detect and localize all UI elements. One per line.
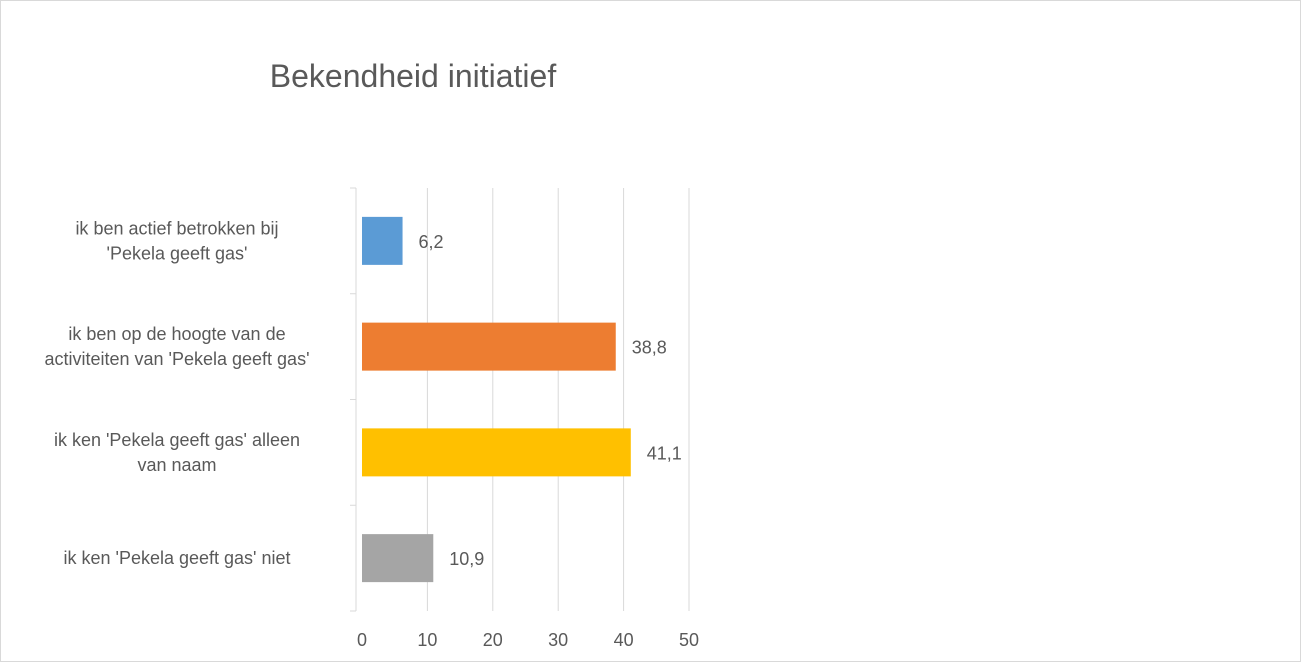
category-labels: ik ben actief betrokken bij 'Pekela geeft… [44, 218, 309, 568]
x-tick-label: 40 [614, 630, 634, 650]
bar [362, 534, 434, 583]
data-label: 6,2 [419, 232, 444, 252]
data-labels: 6,2 38,8 41,1 10,9 [419, 232, 682, 569]
x-tick-label: 20 [483, 630, 503, 650]
category-label: ik ken 'Pekela geeft gas' niet [63, 548, 290, 568]
bars [362, 216, 631, 583]
x-tick-labels: 0 10 20 30 40 50 [357, 630, 699, 650]
x-tick-label: 0 [357, 630, 367, 650]
category-label: ik ben op de hoogte van de activiteiten v… [44, 324, 309, 369]
chart-title: Bekendheid initiatief [270, 58, 557, 94]
x-tick-label: 30 [548, 630, 568, 650]
bar [362, 322, 616, 371]
y-axis [350, 187, 357, 612]
data-label: 41,1 [647, 443, 682, 463]
category-label: ik ben actief betrokken bij 'Pekela geeft… [75, 218, 278, 263]
gridlines [426, 188, 690, 611]
x-tick-label: 50 [679, 630, 699, 650]
x-tick-label: 10 [417, 630, 437, 650]
category-label: ik ken 'Pekela geeft gas' alleen van naam [54, 430, 300, 475]
bar [362, 216, 403, 265]
bar [362, 428, 631, 477]
data-label: 10,9 [449, 549, 484, 569]
data-label: 38,8 [632, 338, 667, 358]
